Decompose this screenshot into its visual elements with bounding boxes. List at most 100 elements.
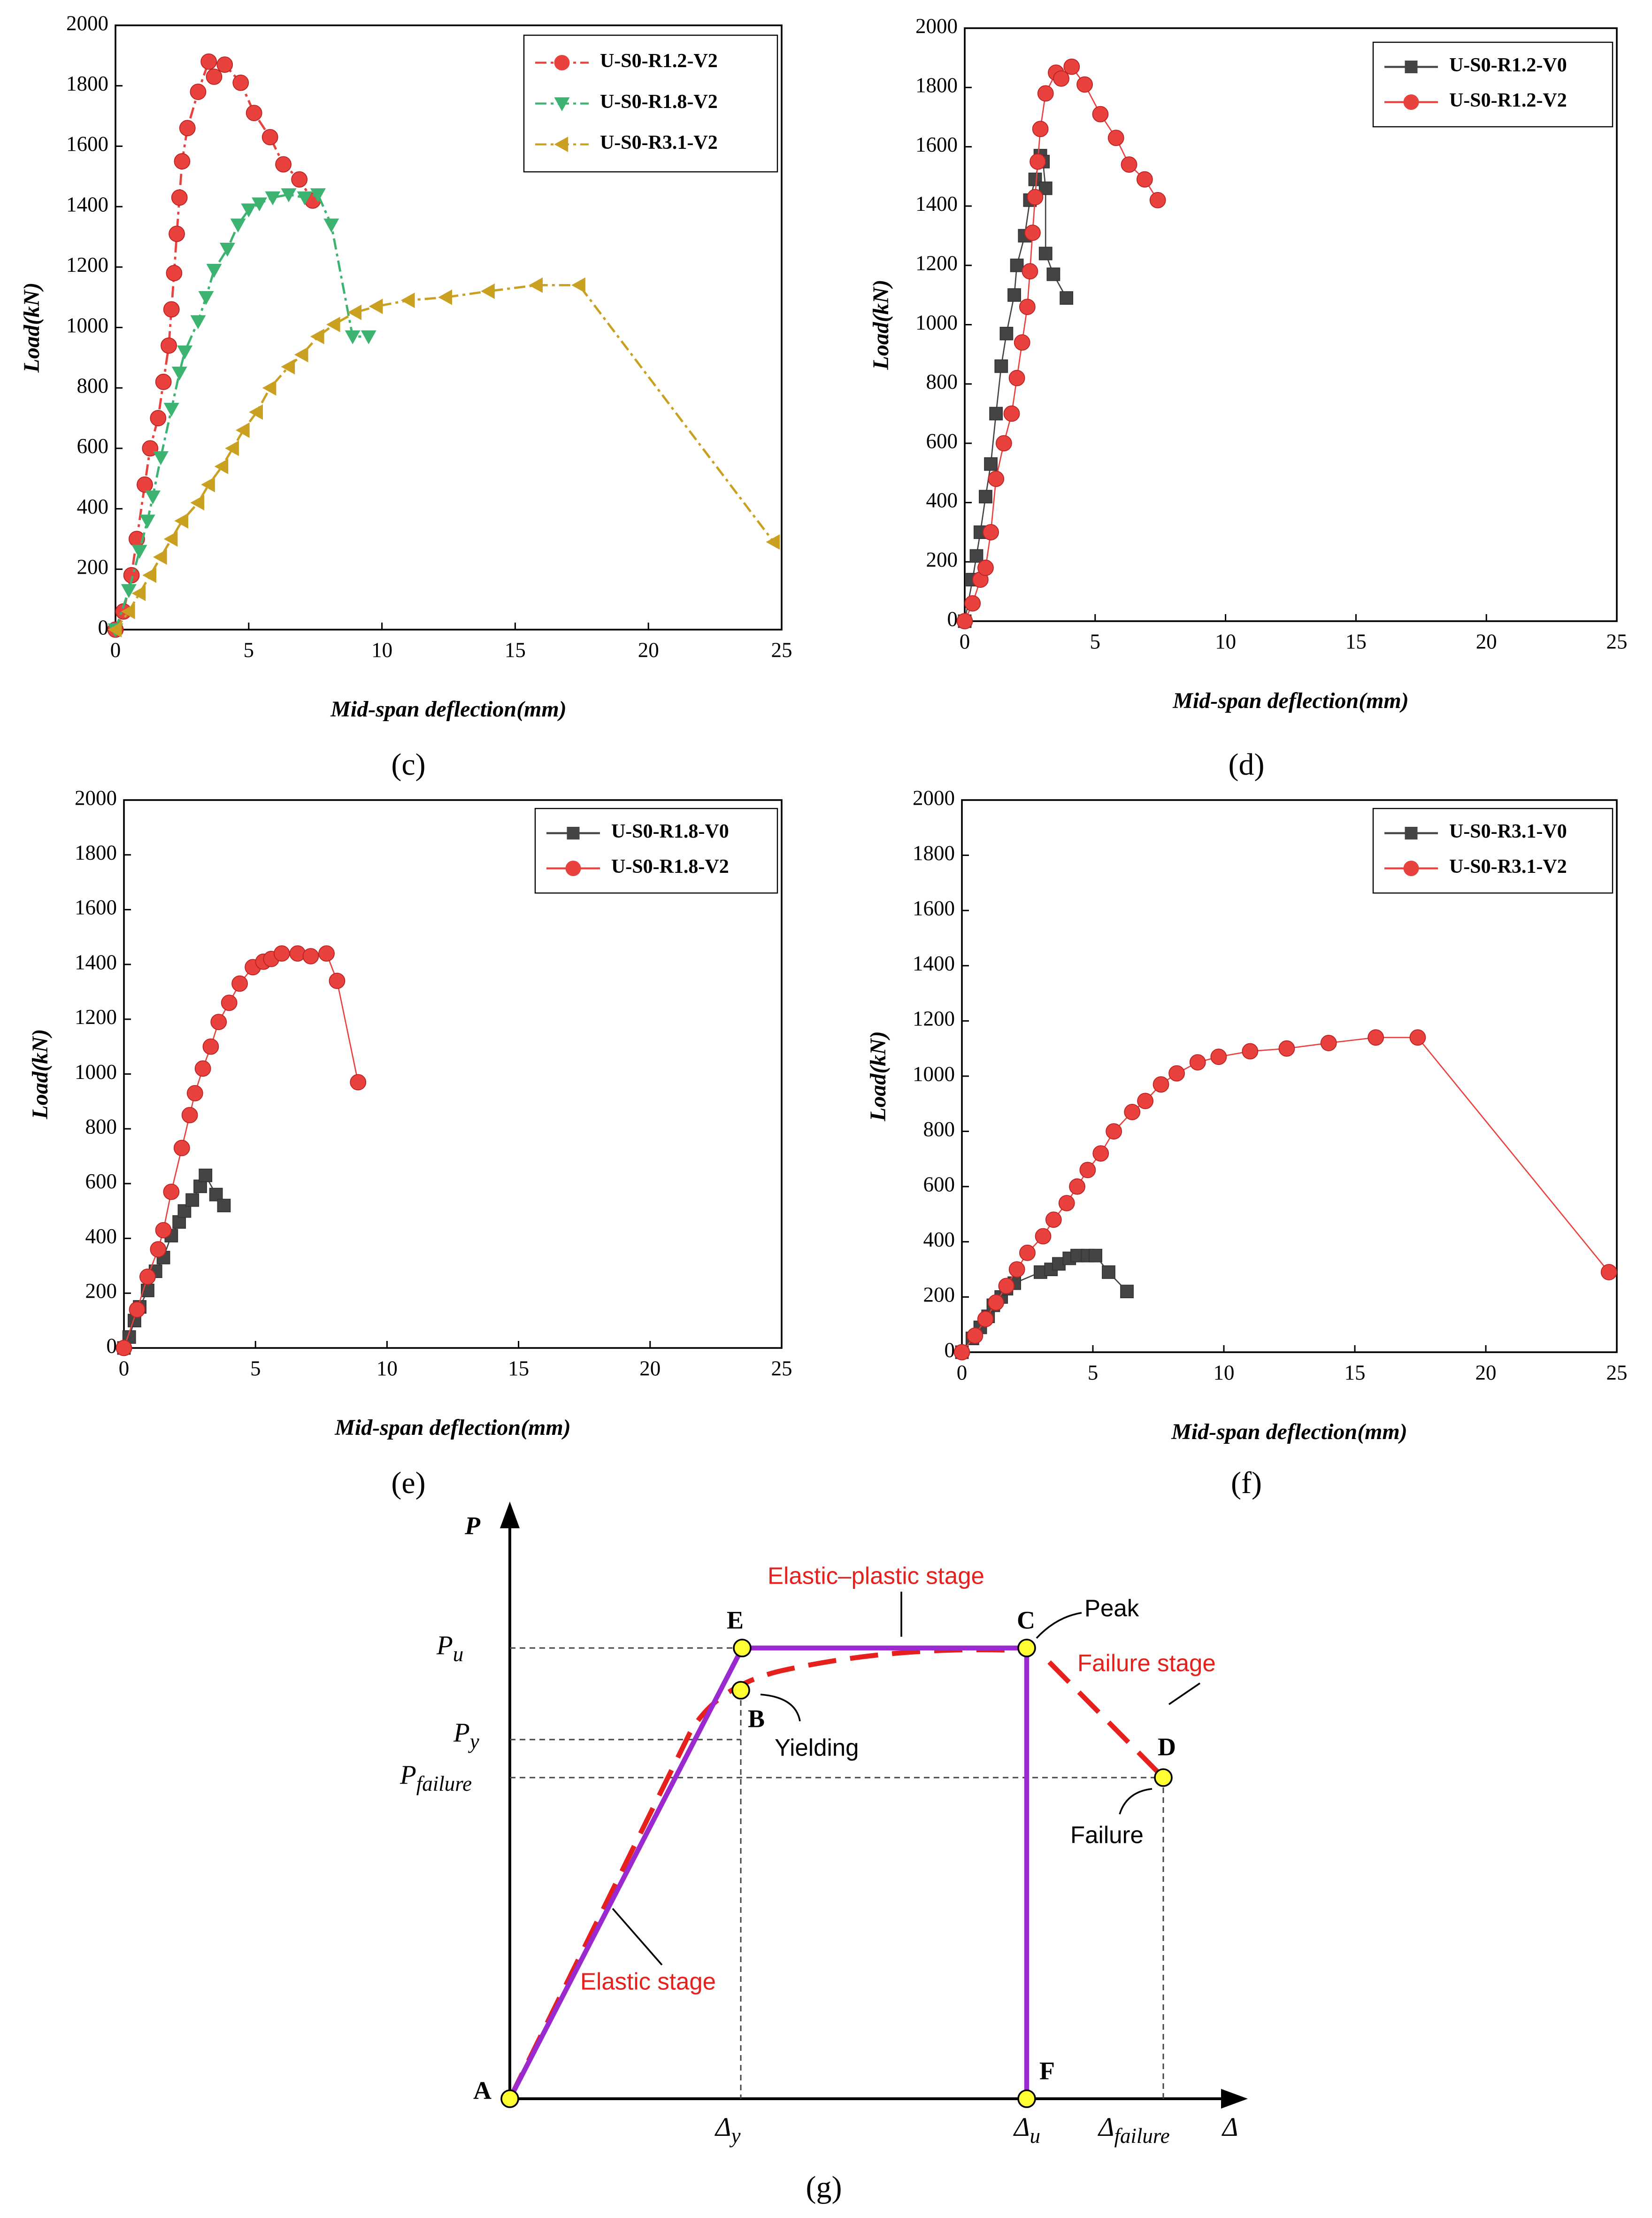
x-tick-label: 15	[1345, 630, 1367, 653]
marker	[163, 403, 179, 417]
marker	[323, 218, 339, 233]
marker	[571, 277, 585, 293]
series-line	[115, 284, 775, 631]
marker	[969, 549, 984, 563]
y-tick-label: 800	[923, 1117, 955, 1141]
marker	[967, 1327, 984, 1344]
marker	[994, 359, 1008, 373]
chart: 0 200 400 600 800 1000 1200 1400 1600 1800 2000 0 5 1…	[866, 786, 1627, 1500]
marker	[281, 359, 295, 375]
legend-label: U-S0-R3.1-V2	[1449, 856, 1567, 878]
point-label: E	[727, 1606, 744, 1634]
series-line	[114, 193, 369, 630]
marker	[438, 289, 453, 305]
marker	[246, 105, 262, 122]
marker	[150, 1241, 167, 1258]
test-curve	[507, 1647, 1027, 2100]
y-tick-label: 600	[77, 434, 108, 458]
marker	[177, 345, 193, 360]
legend-marker	[554, 54, 570, 70]
marker	[361, 330, 377, 345]
marker	[1038, 246, 1053, 261]
marker	[1137, 1093, 1153, 1109]
annotation: Yielding	[775, 1734, 859, 1761]
marker	[150, 410, 167, 426]
legend-box	[1372, 808, 1614, 894]
marker	[1320, 1035, 1337, 1051]
marker	[1024, 224, 1041, 241]
y-tick-label: 1800	[913, 841, 955, 865]
marker	[1046, 267, 1060, 281]
y-tick-label: 400	[923, 1228, 955, 1251]
series-line	[123, 953, 359, 1348]
y-tick-label: 400	[85, 1225, 117, 1248]
marker	[984, 457, 998, 471]
marker	[249, 404, 263, 420]
y-tick-label: 200	[923, 1283, 955, 1307]
y-tick-label: 600	[85, 1170, 117, 1193]
y-tick-label: 1800	[75, 841, 117, 864]
marker	[369, 298, 383, 314]
marker	[1003, 405, 1020, 422]
legend-label: U-S0-R1.2-V2	[600, 50, 718, 72]
y-tick-label: 1800	[915, 74, 958, 97]
legend: U-S0-R3.1-V0 U-S0-R3.1-V2	[1372, 808, 1614, 894]
y-tick-label: 1600	[66, 132, 108, 156]
marker	[179, 120, 196, 137]
legend: U-S0-R1.2-V0 U-S0-R1.2-V2	[1372, 41, 1614, 128]
marker	[201, 477, 215, 493]
x-tick-label: 25	[771, 638, 792, 662]
marker	[1092, 106, 1109, 123]
marker	[964, 595, 981, 612]
marker	[302, 948, 319, 964]
marker	[1120, 1285, 1134, 1299]
marker	[219, 242, 235, 257]
marker	[345, 330, 361, 345]
y-tick-label: 0	[107, 1334, 117, 1357]
marker	[1063, 58, 1080, 75]
legend-marker	[554, 97, 570, 111]
marker	[210, 1014, 227, 1031]
x-tick-label: 5	[1088, 1361, 1099, 1384]
plot-frame	[961, 799, 1618, 1353]
marker	[232, 74, 249, 91]
legend-label: U-S0-R1.8-V2	[611, 856, 729, 878]
marker	[230, 218, 246, 233]
y-tick-label: 200	[77, 555, 108, 579]
marker	[153, 549, 167, 565]
marker	[166, 265, 183, 282]
marker	[121, 603, 135, 619]
y-tick-label: 0	[944, 1338, 954, 1362]
x-axis-title: Mid-span deflection(mm)	[1172, 688, 1408, 713]
marker	[225, 440, 239, 456]
marker	[953, 1344, 970, 1361]
marker	[139, 1268, 156, 1285]
x-tick-label: 15	[508, 1356, 529, 1380]
chart: 0 200 400 600 800 1000 1200 1400 1600 1800 2000 0 5 1…	[868, 14, 1627, 782]
y-tick-label: 1600	[913, 897, 955, 920]
y-tick-label: 600	[923, 1173, 955, 1196]
annotation: Failure	[1070, 1821, 1144, 1848]
marker	[214, 459, 229, 475]
marker	[199, 1168, 213, 1182]
marker	[1242, 1043, 1259, 1060]
marker	[273, 945, 290, 962]
point-label: C	[1017, 1606, 1035, 1634]
marker	[1149, 192, 1166, 208]
chart: 0 200 400 600 800 1000 1200 1400 1600 1800 2000 0 5 1…	[19, 11, 792, 782]
marker	[1028, 172, 1042, 186]
axis-label: Δ	[1222, 2112, 1238, 2142]
y-axis-title: Load(kN)	[28, 1029, 53, 1120]
legend-label: U-S0-R3.1-V2	[600, 132, 718, 154]
diagram: P Δ Pu Py Pfailure Δy Δu Δfailure A B C …	[400, 1501, 1248, 2204]
legend-label: U-S0-R1.8-V2	[600, 91, 718, 113]
marker	[347, 304, 362, 320]
y-tick-label: 800	[85, 1115, 117, 1139]
guides	[510, 1647, 1164, 2099]
x-tick-label: 15	[505, 638, 526, 662]
marker	[1032, 121, 1049, 138]
y-tick-label: 1400	[913, 952, 955, 975]
y-tick-label: 600	[926, 429, 958, 453]
x-tick-label: 20	[638, 638, 659, 662]
y-tick-label: 400	[77, 495, 108, 518]
